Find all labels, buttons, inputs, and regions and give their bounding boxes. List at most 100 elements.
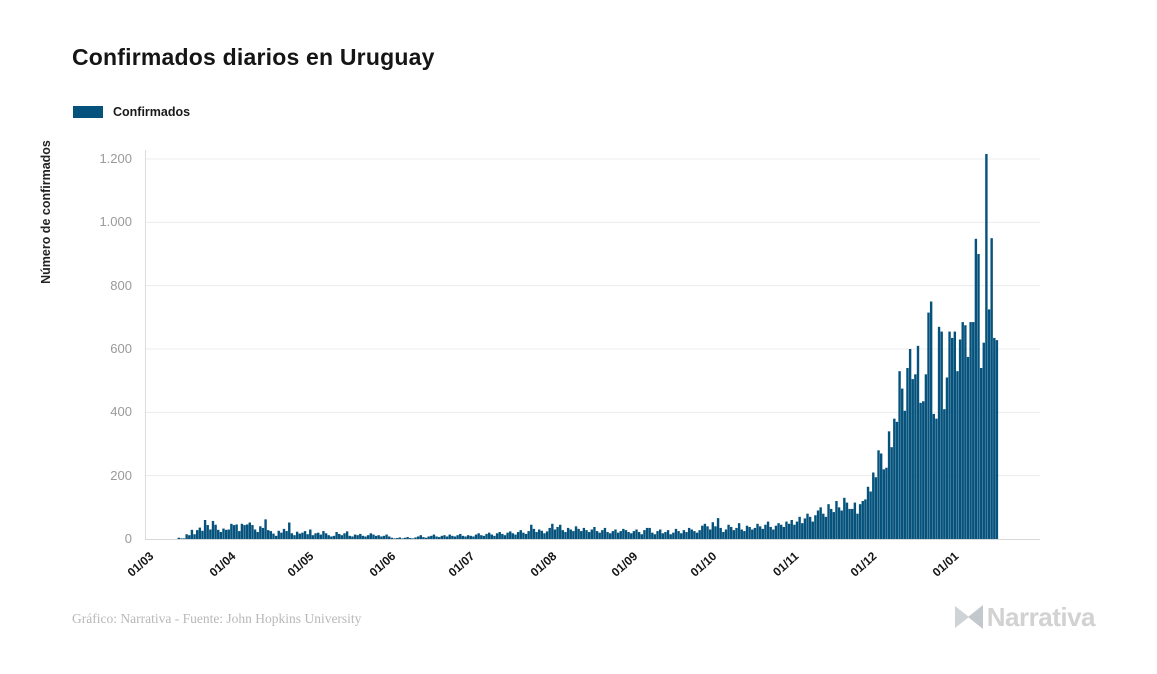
bar bbox=[353, 534, 357, 539]
bar bbox=[964, 325, 967, 539]
bar bbox=[503, 535, 507, 539]
bar bbox=[527, 531, 530, 539]
bar bbox=[193, 534, 196, 539]
bar bbox=[303, 531, 307, 539]
bar bbox=[540, 530, 544, 539]
bar bbox=[764, 524, 767, 539]
bar bbox=[219, 532, 223, 539]
bar bbox=[356, 535, 359, 539]
bar bbox=[682, 530, 686, 539]
bar bbox=[732, 530, 736, 539]
bar bbox=[245, 524, 249, 539]
bar bbox=[416, 536, 420, 539]
legend-swatch bbox=[73, 106, 103, 118]
bar bbox=[561, 530, 565, 539]
bar bbox=[559, 524, 562, 539]
bar bbox=[643, 530, 646, 539]
bar bbox=[277, 530, 280, 539]
bar bbox=[319, 534, 323, 539]
bar bbox=[987, 309, 991, 539]
bar bbox=[906, 368, 909, 539]
bar bbox=[582, 527, 586, 539]
bar bbox=[514, 534, 517, 539]
bar bbox=[669, 534, 672, 539]
bar bbox=[424, 537, 428, 539]
bar bbox=[714, 526, 717, 539]
bar bbox=[832, 512, 836, 539]
legend: Confirmados bbox=[73, 105, 190, 119]
bar bbox=[577, 528, 580, 539]
bar bbox=[887, 431, 891, 539]
bar bbox=[190, 529, 194, 539]
bar bbox=[590, 529, 593, 539]
bar bbox=[338, 533, 341, 539]
bar bbox=[448, 534, 451, 539]
bar bbox=[969, 322, 972, 539]
bar bbox=[498, 532, 501, 539]
bar bbox=[516, 532, 520, 539]
bar bbox=[753, 527, 757, 539]
bar bbox=[351, 536, 354, 539]
bar bbox=[288, 522, 291, 539]
bar bbox=[201, 530, 204, 539]
bar bbox=[948, 331, 951, 539]
bar bbox=[785, 521, 788, 539]
bar bbox=[232, 525, 236, 539]
bar bbox=[711, 522, 714, 539]
bar bbox=[335, 532, 338, 539]
bar bbox=[658, 529, 662, 539]
bar bbox=[435, 536, 438, 539]
bar bbox=[209, 529, 212, 539]
bar bbox=[317, 532, 320, 539]
bar bbox=[177, 537, 180, 539]
y-tick-label: 400 bbox=[110, 404, 132, 420]
bar bbox=[761, 528, 764, 539]
bar bbox=[430, 535, 433, 539]
bar bbox=[306, 534, 309, 539]
bar bbox=[953, 331, 957, 539]
bar bbox=[240, 523, 244, 539]
bar bbox=[535, 532, 538, 539]
bar bbox=[853, 502, 857, 539]
bar bbox=[285, 531, 288, 539]
bar bbox=[372, 534, 375, 539]
bar bbox=[382, 535, 386, 539]
bar bbox=[922, 401, 925, 539]
bar bbox=[432, 534, 436, 539]
bar bbox=[359, 533, 362, 539]
bar bbox=[866, 486, 870, 539]
bar bbox=[182, 538, 186, 539]
bar bbox=[745, 525, 749, 539]
bar bbox=[956, 371, 959, 539]
bar bbox=[635, 529, 638, 539]
bar bbox=[890, 447, 893, 539]
bar bbox=[224, 529, 228, 539]
narrativa-logomark-icon bbox=[954, 604, 983, 629]
bar bbox=[845, 502, 849, 539]
bar bbox=[722, 532, 725, 539]
bar bbox=[872, 472, 875, 539]
bar bbox=[743, 531, 746, 539]
bar bbox=[869, 491, 872, 539]
bar bbox=[672, 532, 675, 539]
bar bbox=[935, 418, 938, 539]
bar bbox=[664, 532, 667, 539]
bar bbox=[490, 534, 494, 539]
bar bbox=[364, 536, 367, 539]
bar bbox=[603, 527, 607, 539]
bar bbox=[548, 527, 551, 539]
bar bbox=[898, 371, 901, 539]
bar bbox=[916, 345, 920, 539]
bar bbox=[816, 510, 820, 539]
bar bbox=[390, 537, 394, 539]
bar bbox=[598, 532, 601, 539]
bar bbox=[290, 533, 294, 539]
bar bbox=[314, 533, 317, 539]
bar bbox=[256, 532, 259, 539]
bar bbox=[874, 477, 878, 539]
bar bbox=[482, 535, 486, 539]
bar bbox=[924, 374, 928, 539]
y-axis-title: Número de confirmados bbox=[39, 140, 53, 284]
bar bbox=[693, 531, 696, 539]
